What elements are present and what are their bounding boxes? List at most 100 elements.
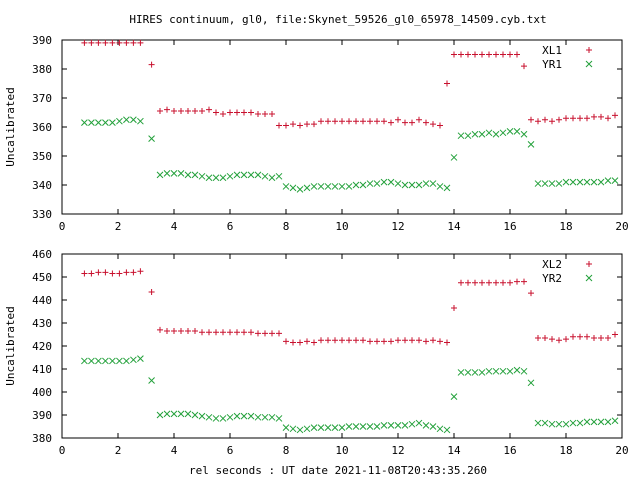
data-point-xl2 xyxy=(339,337,345,344)
x-tick-label: 20 xyxy=(615,220,628,233)
data-point-xl2 xyxy=(123,269,130,276)
data-point-yr1 xyxy=(513,127,521,135)
data-point-yr2 xyxy=(331,424,339,432)
data-point-yr1 xyxy=(394,180,402,187)
data-point-xl1 xyxy=(528,116,534,123)
data-point-yr2 xyxy=(198,412,206,420)
data-point-xl1 xyxy=(486,51,492,58)
data-point-xl2 xyxy=(185,328,191,335)
data-point-xl1 xyxy=(493,51,499,58)
x-tick-label: 4 xyxy=(171,444,178,457)
data-point-yr1 xyxy=(401,181,409,189)
data-point-xl1 xyxy=(458,51,464,58)
y-tick-label: 380 xyxy=(32,63,52,76)
y-ticks: 330 340 350 360 370 380 390 xyxy=(32,34,622,221)
data-point-yr2 xyxy=(408,420,416,428)
data-point-yr1 xyxy=(261,172,269,180)
data-point-xl1 xyxy=(116,39,123,46)
data-point-xl1 xyxy=(423,119,429,126)
data-point-yr1 xyxy=(331,183,339,190)
data-point-xl1 xyxy=(123,39,130,46)
y-axis-label: Uncalibrated xyxy=(4,87,17,166)
data-point-xl2 xyxy=(311,339,317,346)
data-point-xl1 xyxy=(304,121,310,128)
data-point-xl2 xyxy=(304,338,310,345)
data-point-yr1 xyxy=(137,117,144,125)
data-point-xl2 xyxy=(269,330,275,337)
data-point-yr1 xyxy=(345,183,353,190)
data-point-xl2 xyxy=(318,337,324,344)
data-point-yr1 xyxy=(148,135,155,142)
y-ticks: 380 390 400 410 420 430 440 450 460 xyxy=(32,248,622,445)
data-point-yr1 xyxy=(130,116,137,124)
y-tick-label: 370 xyxy=(32,92,52,105)
data-point-yr1 xyxy=(520,130,528,138)
data-point-xl1 xyxy=(507,51,513,58)
x-axis-label: rel seconds : UT date 2021-11-08T20:43:3… xyxy=(189,464,487,477)
data-point-xl2 xyxy=(612,331,618,338)
x-tick-label: 0 xyxy=(59,220,66,233)
data-point-xl1 xyxy=(542,116,548,123)
data-point-xl2 xyxy=(241,329,247,336)
data-point-xl1 xyxy=(563,115,569,122)
data-point-xl2 xyxy=(283,338,289,345)
data-point-yr1 xyxy=(282,183,290,190)
data-point-yr2 xyxy=(401,421,409,429)
data-point-xl2 xyxy=(409,337,415,344)
data-point-yr2 xyxy=(478,369,486,376)
data-point-xl2 xyxy=(430,337,436,344)
data-point-yr1 xyxy=(226,172,234,180)
data-point-yr2 xyxy=(205,413,213,421)
data-point-xl2 xyxy=(227,329,233,336)
data-point-yr2 xyxy=(359,423,367,430)
data-point-xl2 xyxy=(178,328,184,335)
x-tick-label: 0 xyxy=(59,444,66,457)
data-point-yr1 xyxy=(102,119,109,127)
data-point-yr2 xyxy=(555,420,563,428)
y-tick-label: 430 xyxy=(32,317,52,330)
x-tick-label: 16 xyxy=(503,220,516,233)
data-point-yr2 xyxy=(261,413,269,421)
x-tick-label: 8 xyxy=(283,444,290,457)
data-point-yr2 xyxy=(254,413,262,421)
data-point-xl1 xyxy=(430,121,436,128)
data-point-yr1 xyxy=(387,178,395,186)
data-point-yr2 xyxy=(548,420,556,428)
data-point-xl2 xyxy=(325,337,331,344)
data-point-yr2 xyxy=(520,367,528,375)
data-point-yr2 xyxy=(443,426,451,434)
data-point-yr2 xyxy=(380,421,388,429)
data-point-xl1 xyxy=(339,118,345,125)
data-point-xl2 xyxy=(255,330,261,337)
data-point-yr1 xyxy=(506,127,514,135)
data-point-xl2 xyxy=(248,329,254,336)
data-point-yr2 xyxy=(102,357,109,365)
data-point-yr2 xyxy=(597,418,605,426)
x-ticks: 0 2 4 6 8 10 12 14 16 18 20 xyxy=(59,40,629,233)
data-point-yr1 xyxy=(485,129,493,137)
data-point-yr2 xyxy=(177,410,185,418)
data-point-xl2 xyxy=(332,337,338,344)
data-point-yr1 xyxy=(569,178,577,186)
data-point-yr2 xyxy=(457,369,465,376)
data-point-yr1 xyxy=(191,171,199,179)
data-point-xl2 xyxy=(584,333,590,340)
data-point-xl2 xyxy=(395,337,401,344)
data-point-xl1 xyxy=(395,116,401,123)
data-point-yr2 xyxy=(576,419,584,427)
data-point-xl2 xyxy=(598,334,604,341)
data-point-yr1 xyxy=(177,170,185,177)
data-point-yr2 xyxy=(527,379,535,387)
data-point-yr1 xyxy=(170,170,178,177)
y-tick-label: 420 xyxy=(32,340,52,353)
data-point-xl2 xyxy=(479,279,485,286)
data-point-yr1 xyxy=(562,178,570,186)
bottom-panel: Uncalibrated 0 2 4 6 8 10 12 14 16 18 20 380 390 400… xyxy=(4,248,629,457)
data-point-yr1 xyxy=(492,130,500,138)
data-point-xl2 xyxy=(416,337,422,344)
data-point-xl2 xyxy=(360,337,366,344)
data-point-xl2 xyxy=(493,279,499,286)
data-point-yr2 xyxy=(240,412,248,420)
data-point-yr2 xyxy=(485,367,493,375)
data-point-yr1 xyxy=(555,180,563,187)
